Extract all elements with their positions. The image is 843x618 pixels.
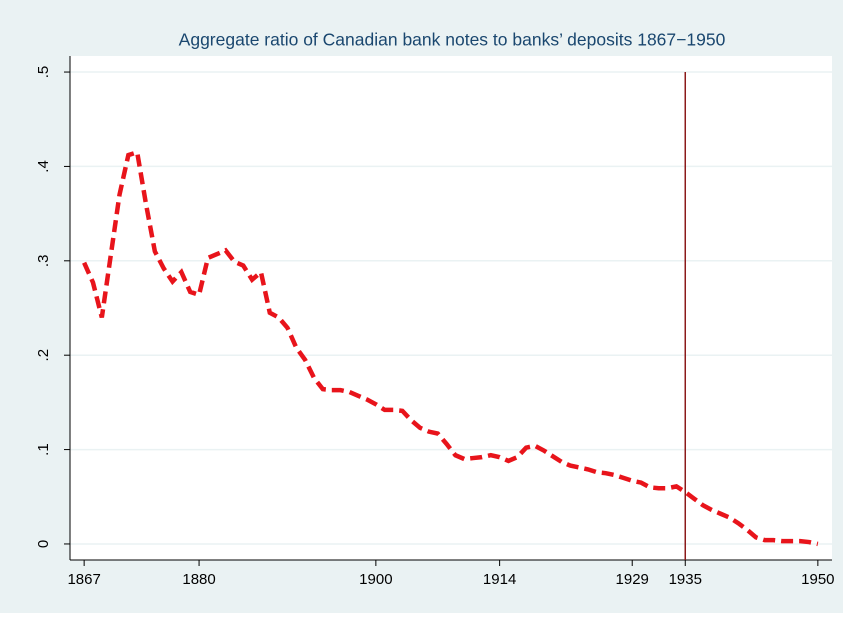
chart-title: Aggregate ratio of Canadian bank notes t…	[179, 30, 726, 50]
x-tick-label: 1950	[801, 571, 834, 588]
y-tick-label: .4	[35, 160, 52, 173]
y-tick-label: .3	[35, 255, 52, 268]
x-tick-label: 1929	[616, 571, 649, 588]
x-tick-label: 1900	[359, 571, 392, 588]
y-tick-label: .5	[35, 66, 52, 79]
x-tick-label: 1935	[669, 571, 702, 588]
plot-area	[70, 56, 832, 560]
x-tick-label: 1914	[483, 571, 516, 588]
x-tick-label: 1867	[67, 571, 100, 588]
x-tick-label: 1880	[182, 571, 215, 588]
y-tick-label: .2	[35, 349, 52, 362]
y-tick-label: 0	[35, 540, 52, 548]
y-tick-label: .1	[35, 443, 52, 456]
data-line	[82, 149, 819, 547]
